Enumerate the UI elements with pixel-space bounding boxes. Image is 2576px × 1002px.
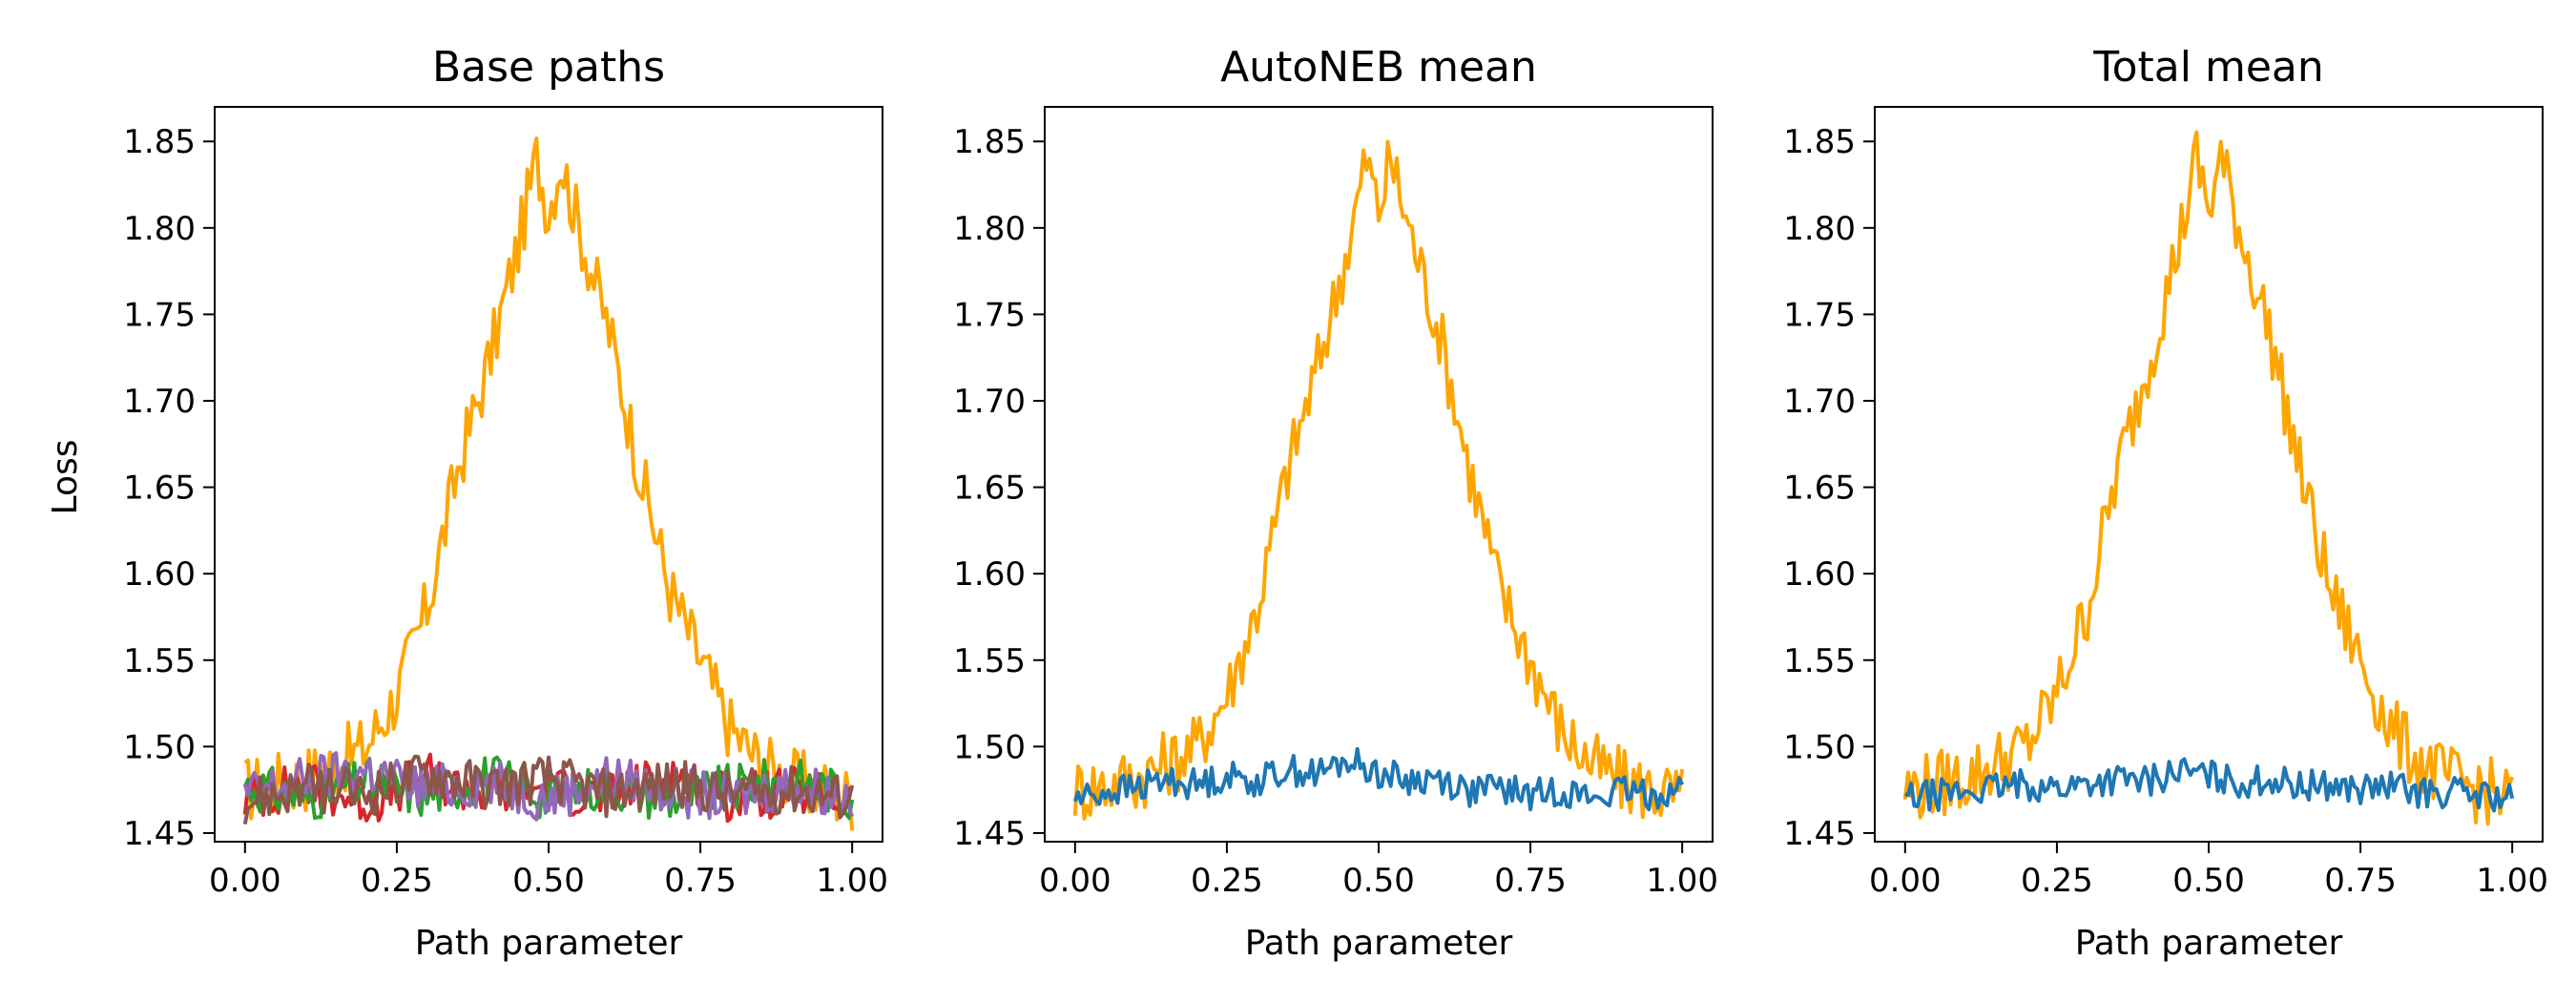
plot-area — [242, 136, 855, 831]
y-tick-label: 1.85 — [953, 123, 1026, 161]
x-tick-label: 0.25 — [2021, 862, 2093, 900]
panel-title: Base paths — [432, 43, 665, 92]
x-tick-label: 0.00 — [209, 862, 281, 900]
y-tick-label: 1.55 — [953, 642, 1026, 680]
series-line — [1904, 757, 2515, 813]
y-tick-label: 1.50 — [123, 728, 196, 766]
y-tick-label: 1.60 — [123, 555, 196, 594]
y-tick-label: 1.55 — [1783, 642, 1856, 680]
plot-area — [1072, 139, 1685, 821]
panel-title: AutoNEB mean — [1220, 43, 1537, 92]
x-tick-label: 0.25 — [361, 862, 433, 900]
x-tick-label: 1.00 — [1646, 862, 1718, 900]
y-tick-label: 1.75 — [1783, 296, 1856, 334]
x-tick-label: 0.75 — [664, 862, 737, 900]
x-tick-label: 0.00 — [1039, 862, 1111, 900]
panel-total-mean: Total mean Path parameter 0.00 0.25 0.50 0.… — [1783, 43, 2548, 963]
series-line — [1072, 139, 1685, 821]
y-tick-label: 1.85 — [123, 123, 196, 161]
panel-title: Total mean — [2092, 43, 2324, 92]
series-line — [242, 755, 855, 821]
y-tick-label: 1.65 — [953, 470, 1026, 508]
y-tick-label: 1.55 — [123, 642, 196, 680]
x-tick-label: 0.75 — [2324, 862, 2397, 900]
y-tick-label: 1.45 — [123, 815, 196, 853]
panel-xlabel: Path parameter — [415, 924, 683, 963]
y-tick-label: 1.80 — [123, 210, 196, 248]
panel-xlabel: Path parameter — [2075, 924, 2343, 963]
plot-area — [1902, 130, 2515, 826]
panel-xlabel: Path parameter — [1245, 924, 1513, 963]
x-tick-label: 0.50 — [2172, 862, 2245, 900]
y-tick-label: 1.60 — [953, 555, 1026, 594]
panel-autoneb-mean: AutoNEB mean Path parameter 0.00 0.25 0.50… — [953, 43, 1718, 963]
x-tick-label: 1.00 — [2476, 862, 2548, 900]
y-tick-label: 1.65 — [123, 470, 196, 508]
panel-base-paths: Base paths Path parameter 0.00 0.25 0.50 0.… — [123, 43, 888, 963]
figure-ylabel: Loss — [46, 440, 85, 515]
y-tick-label: 1.50 — [953, 728, 1026, 766]
y-tick-label: 1.45 — [953, 815, 1026, 853]
y-tick-label: 1.85 — [1783, 123, 1856, 161]
series-line — [242, 754, 855, 825]
y-tick-label: 1.80 — [953, 210, 1026, 248]
x-tick-label: 0.50 — [1342, 862, 1415, 900]
y-tick-label: 1.75 — [123, 296, 196, 334]
x-tick-label: 0.25 — [1191, 862, 1263, 900]
y-tick-label: 1.65 — [1783, 470, 1856, 508]
x-tick-label: 0.75 — [1494, 862, 1567, 900]
y-tick-label: 1.70 — [1783, 383, 1856, 421]
y-tick-label: 1.45 — [1783, 815, 1856, 853]
y-tick-label: 1.80 — [1783, 210, 1856, 248]
x-tick-label: 1.00 — [816, 862, 888, 900]
series-line — [1902, 130, 2515, 826]
y-tick-label: 1.70 — [953, 383, 1026, 421]
y-tick-label: 1.60 — [1783, 555, 1856, 594]
y-tick-label: 1.50 — [1783, 728, 1856, 766]
x-tick-label: 0.00 — [1869, 862, 1942, 900]
x-tick-label: 0.50 — [512, 862, 585, 900]
series-line — [1072, 746, 1685, 812]
y-tick-label: 1.70 — [123, 383, 196, 421]
y-tick-label: 1.75 — [953, 296, 1026, 334]
